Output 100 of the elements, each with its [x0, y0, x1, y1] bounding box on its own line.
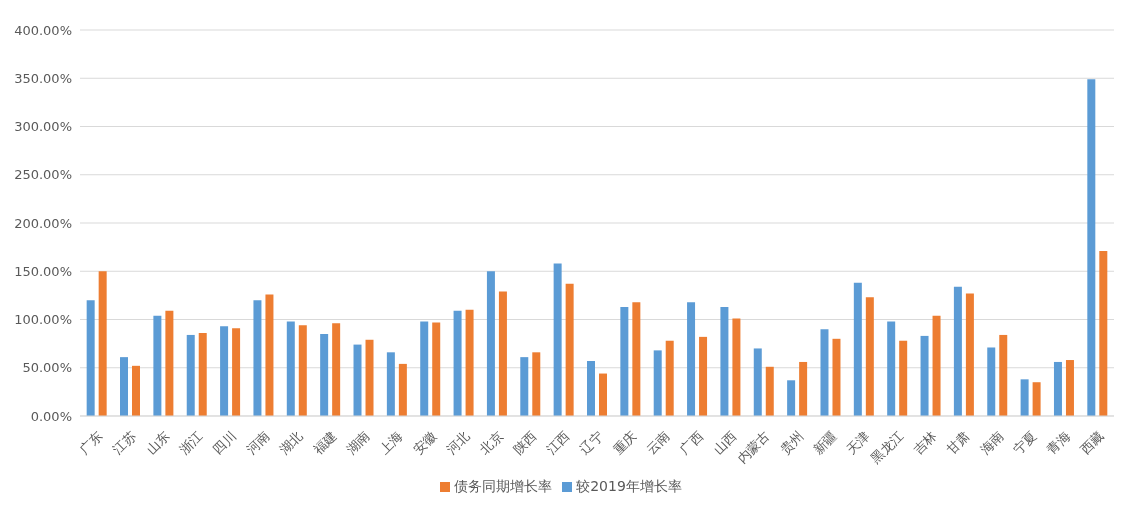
bar — [653, 350, 662, 416]
bar — [865, 297, 874, 416]
bar — [198, 333, 207, 416]
legend-label: 较2019年增长率 — [576, 478, 682, 494]
y-tick-label: 250.00% — [14, 167, 72, 183]
bar — [598, 373, 607, 416]
bar — [232, 328, 241, 416]
x-tick-label: 新疆 — [810, 428, 840, 458]
bar — [765, 366, 774, 416]
bar — [720, 306, 729, 416]
x-tick-label: 海南 — [977, 428, 1007, 458]
bar — [420, 321, 429, 416]
bar — [186, 334, 195, 416]
x-tick-label: 重庆 — [610, 428, 640, 458]
bar — [153, 315, 162, 416]
bar — [86, 300, 95, 416]
y-tick-label: 350.00% — [14, 70, 72, 86]
y-tick-label: 400.00% — [14, 22, 72, 38]
x-tick-label: 四川 — [210, 428, 239, 458]
bar — [265, 294, 274, 416]
y-tick-label: 200.00% — [14, 215, 72, 231]
bar — [932, 315, 941, 416]
bar — [220, 326, 229, 416]
bar — [1087, 79, 1096, 416]
x-tick-label: 河南 — [243, 428, 273, 458]
bar — [1065, 360, 1074, 416]
bar — [732, 318, 741, 416]
x-tick-label: 北京 — [476, 428, 506, 458]
bar — [920, 335, 929, 416]
y-tick-label: 0.00% — [30, 408, 72, 424]
x-tick-label: 云南 — [643, 428, 673, 458]
bar — [965, 293, 974, 416]
x-tick-label: 广西 — [676, 428, 706, 458]
bar — [386, 352, 395, 416]
bar — [453, 310, 462, 416]
y-tick-label: 150.00% — [14, 263, 72, 279]
x-tick-label: 湖北 — [276, 428, 306, 458]
bar — [586, 361, 595, 416]
bar — [286, 321, 295, 416]
bar — [398, 363, 407, 416]
bar — [320, 333, 329, 416]
x-tick-label: 安徽 — [410, 428, 440, 458]
bar — [353, 344, 362, 416]
x-tick-label: 江西 — [543, 428, 573, 458]
x-tick-label: 江苏 — [109, 428, 139, 458]
bar — [365, 339, 374, 416]
bar — [753, 348, 762, 416]
x-tick-label: 辽宁 — [576, 428, 606, 458]
bar — [887, 321, 896, 416]
x-tick-label: 河北 — [443, 428, 473, 458]
bar — [332, 323, 341, 416]
bar — [1099, 250, 1108, 416]
bar — [999, 334, 1008, 416]
bar — [899, 340, 908, 416]
bar — [632, 302, 641, 416]
bar — [687, 302, 696, 416]
bar — [987, 347, 996, 416]
bar — [553, 263, 562, 416]
bar — [165, 310, 174, 416]
legend-label: 债务同期增长率 — [454, 478, 553, 494]
bar — [432, 322, 441, 416]
bar — [1053, 361, 1062, 416]
bar — [853, 282, 862, 416]
x-tick-label: 浙江 — [176, 428, 206, 458]
bar — [832, 338, 841, 416]
x-tick-label: 湖南 — [343, 428, 373, 458]
bar — [253, 300, 262, 416]
bar — [953, 286, 962, 416]
y-tick-label: 100.00% — [14, 312, 72, 328]
bar — [98, 271, 107, 416]
bar — [820, 329, 829, 416]
x-tick-label: 宁夏 — [1010, 428, 1040, 458]
x-tick-label: 西藏 — [1077, 428, 1107, 458]
bar — [665, 340, 674, 416]
y-tick-label: 300.00% — [14, 119, 72, 135]
bar — [799, 361, 808, 416]
x-tick-label: 广东 — [76, 428, 106, 458]
bar — [1032, 382, 1041, 416]
bar — [520, 357, 529, 416]
x-tick-label: 吉林 — [910, 428, 940, 458]
y-tick-label: 50.00% — [22, 360, 72, 376]
bar — [787, 380, 796, 416]
bar — [565, 283, 574, 416]
bar — [699, 336, 708, 416]
x-tick-label: 山东 — [143, 428, 173, 458]
bar — [532, 352, 541, 416]
bar — [498, 291, 507, 416]
x-tick-label: 甘肃 — [943, 428, 973, 458]
bar — [298, 325, 307, 416]
x-tick-label: 青海 — [1043, 428, 1073, 458]
x-tick-label: 福建 — [310, 428, 340, 458]
bar — [132, 365, 141, 416]
bar — [620, 306, 629, 416]
x-tick-label: 上海 — [376, 428, 406, 458]
bar — [486, 271, 495, 416]
x-tick-label: 贵州 — [777, 428, 807, 458]
bar — [120, 357, 129, 416]
bar — [465, 309, 474, 416]
bar — [1020, 379, 1029, 416]
x-tick-label: 陕西 — [510, 428, 540, 458]
